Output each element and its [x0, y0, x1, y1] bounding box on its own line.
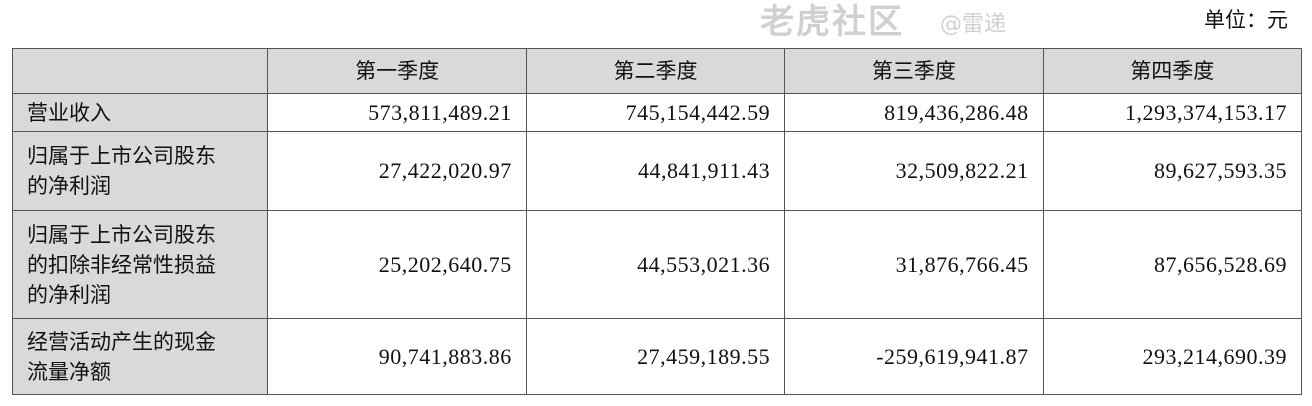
- cell-value: 44,841,911.43: [525, 131, 786, 211]
- cell-value: 31,876,766.45: [784, 210, 1044, 319]
- row-label-line: 流量净额: [27, 359, 111, 384]
- cell-value: 44,553,021.36: [525, 210, 786, 319]
- cell-value: 1,293,374,153.17: [1042, 93, 1303, 132]
- row-label-line: 的净利润: [27, 282, 111, 307]
- row-label: 营业收入: [11, 93, 269, 132]
- cell-value: 819,436,286.48: [784, 93, 1044, 132]
- cell-value: 745,154,442.59: [525, 93, 786, 132]
- row-label-line: 经营活动产生的现金: [27, 329, 216, 354]
- row-label-line: 归属于上市公司股东: [27, 222, 216, 247]
- unit-label: 单位：元: [1204, 8, 1288, 32]
- table-header-row: 第一季度 第二季度 第三季度 第四季度: [11, 48, 1303, 94]
- cell-value: 27,459,189.55: [525, 318, 786, 395]
- cell-value: 87,656,528.69: [1042, 210, 1303, 319]
- header-q3: 第三季度: [784, 48, 1044, 94]
- cell-value: 573,811,489.21: [267, 93, 527, 132]
- cell-value: 25,202,640.75: [267, 210, 527, 319]
- watermark-logo: 老虎社区: [760, 2, 904, 42]
- quarterly-financials-table: 第一季度 第二季度 第三季度 第四季度 营业收入 573,811,489.21 …: [11, 48, 1303, 395]
- header-corner: [11, 48, 269, 94]
- row-label: 归属于上市公司股东 的净利润: [11, 131, 269, 211]
- cell-value: 89,627,593.35: [1042, 131, 1303, 211]
- row-label-line: 归属于上市公司股东: [27, 144, 216, 168]
- row-label-line: 营业收入: [27, 100, 111, 125]
- row-label: 经营活动产生的现金 流量净额: [11, 318, 269, 395]
- header-q2: 第二季度: [525, 48, 786, 94]
- table-row: 归属于上市公司股东 的净利润 27,422,020.97 44,841,911.…: [11, 131, 1303, 211]
- cell-value: 27,422,020.97: [267, 131, 527, 211]
- table-row: 营业收入 573,811,489.21 745,154,442.59 819,4…: [11, 93, 1303, 132]
- watermark-author: @雷递: [940, 12, 1007, 37]
- cell-value: 32,509,822.21: [784, 131, 1044, 211]
- row-label: 归属于上市公司股东 的扣除非经常性损益 的净利润: [11, 210, 269, 319]
- table-row: 归属于上市公司股东 的扣除非经常性损益 的净利润 25,202,640.75 4…: [11, 210, 1303, 319]
- cell-value: 90,741,883.86: [267, 318, 527, 395]
- cell-value: -259,619,941.87: [784, 318, 1044, 395]
- cell-value: 293,214,690.39: [1042, 318, 1303, 395]
- table-row: 经营活动产生的现金 流量净额 90,741,883.86 27,459,189.…: [11, 318, 1303, 395]
- header-q1: 第一季度: [267, 48, 527, 94]
- row-label-line: 的扣除非经常性损益: [27, 252, 216, 277]
- header-q4: 第四季度: [1042, 48, 1303, 94]
- row-label-line: 的净利润: [27, 174, 111, 198]
